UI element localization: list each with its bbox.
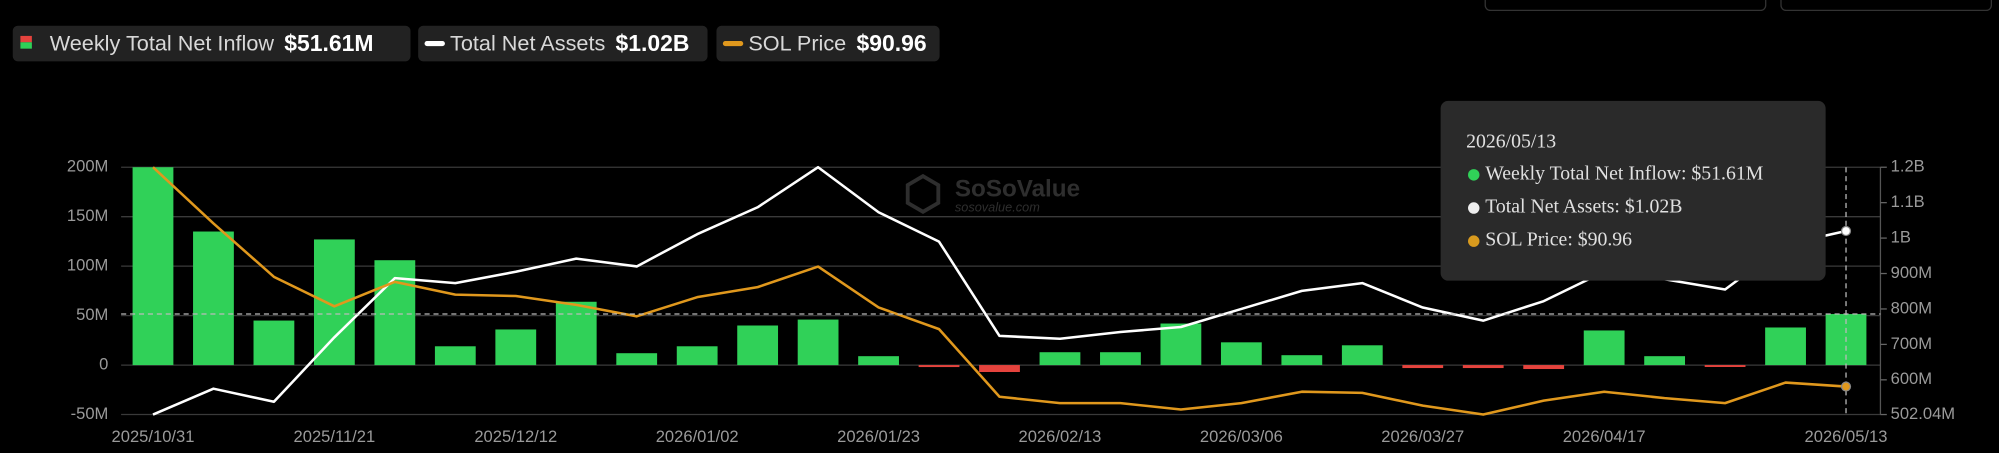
bar — [1583, 330, 1625, 366]
x-tick-label: 2026/03/06 — [1200, 427, 1283, 446]
tooltip-date: 2026/05/13 — [1466, 131, 1556, 153]
bar — [616, 353, 658, 366]
y-tick-label: -50M — [71, 404, 109, 423]
y-tick-label: 150M — [67, 206, 108, 225]
bar — [797, 319, 839, 366]
bar — [555, 301, 597, 366]
watermark: SoSoValue sosovalue.com — [905, 173, 1080, 215]
tooltip-box — [1440, 100, 1826, 281]
bar — [918, 365, 960, 368]
tooltip-item: Total Net Assets: $1.02B — [1485, 196, 1682, 218]
legend-value: $51.61M — [284, 30, 373, 56]
bar — [313, 239, 355, 366]
x-tick-label: 2026/01/23 — [837, 427, 920, 446]
bar — [132, 167, 174, 366]
bar — [495, 329, 537, 366]
bar — [1462, 365, 1504, 369]
legend-label: Weekly Total Net Inflow — [50, 31, 275, 56]
legend-box — [716, 25, 940, 62]
hover-point — [1840, 225, 1852, 237]
tooltip-dot — [1468, 202, 1480, 214]
legend-value: $90.96 — [856, 30, 926, 56]
bar — [193, 231, 234, 366]
y2-tick-label: 600M — [1891, 369, 1932, 388]
bar — [676, 346, 718, 366]
hover-point — [1840, 381, 1852, 392]
y2-tick-label: 900M — [1891, 263, 1932, 282]
legend-value: $1.02B — [616, 30, 690, 56]
legend-item: Weekly Total Net Inflow $51.61M — [12, 25, 411, 62]
line — [152, 166, 1847, 416]
bar — [1704, 365, 1746, 367]
bar — [253, 320, 295, 366]
watermark-subtitle: sosovalue.com — [955, 199, 1040, 214]
watermark-logo — [905, 173, 941, 215]
legend-label: Total Net Assets — [450, 31, 605, 56]
y2-tick-label: 1B — [1891, 227, 1911, 246]
bar — [1402, 365, 1444, 369]
legend-box — [418, 25, 708, 62]
bar — [1220, 342, 1262, 366]
y2-tick-label: 800M — [1891, 298, 1932, 317]
bar — [1160, 323, 1202, 366]
tooltip: 2026/05/13 Weekly Total Net Inflow: $51.6… — [1440, 100, 1826, 281]
y-tick-label: 200M — [67, 157, 108, 176]
tooltip-dot — [1468, 169, 1480, 181]
legend-item: SOL Price $90.96 — [716, 25, 940, 62]
bar — [1100, 352, 1141, 366]
top-button[interactable] — [1484, 0, 1767, 12]
bar — [1039, 352, 1081, 366]
bar — [737, 325, 779, 366]
top-button[interactable] — [1780, 0, 1992, 12]
y2-tick-label: 1.2B — [1891, 157, 1925, 176]
y-tick-label: 100M — [67, 256, 108, 275]
bar — [979, 365, 1020, 373]
x-tick-label: 2026/01/02 — [656, 427, 739, 446]
legend-item: Total Net Assets $1.02B — [418, 25, 708, 62]
legend-box — [12, 25, 411, 62]
x-tick-label: 2026/05/13 — [1805, 427, 1888, 446]
tooltip-dot — [1468, 235, 1480, 247]
legend-swatch — [20, 42, 32, 49]
bar — [434, 346, 476, 366]
y2-tick-label: 502.04M — [1891, 404, 1955, 423]
bar — [1341, 345, 1383, 366]
watermark-title: SoSoValue — [955, 176, 1080, 203]
bar — [1281, 355, 1323, 366]
bar — [374, 260, 416, 366]
bar — [858, 356, 899, 366]
legend-swatch — [20, 35, 32, 43]
x-tick-label: 2025/11/21 — [294, 427, 376, 446]
y-tick-label: 50M — [76, 305, 108, 324]
y-tick-label: 0 — [99, 354, 108, 373]
bar — [1765, 327, 1806, 366]
bar — [1523, 365, 1565, 370]
x-tick-label: 2025/10/31 — [112, 427, 195, 446]
line — [152, 165, 1847, 416]
x-tick-label: 2026/03/27 — [1381, 427, 1464, 446]
x-tick-label: 2026/02/13 — [1019, 427, 1102, 446]
legend-label: SOL Price — [748, 31, 846, 56]
y2-tick-label: 1.1B — [1891, 192, 1925, 211]
x-tick-label: 2026/04/17 — [1563, 427, 1646, 446]
y2-tick-label: 700M — [1891, 334, 1932, 353]
tooltip-item: SOL Price: $90.96 — [1485, 229, 1632, 251]
x-tick-label: 2025/12/12 — [474, 427, 557, 446]
tooltip-item: Weekly Total Net Inflow: $51.61M — [1485, 162, 1763, 184]
bar — [1644, 356, 1686, 366]
